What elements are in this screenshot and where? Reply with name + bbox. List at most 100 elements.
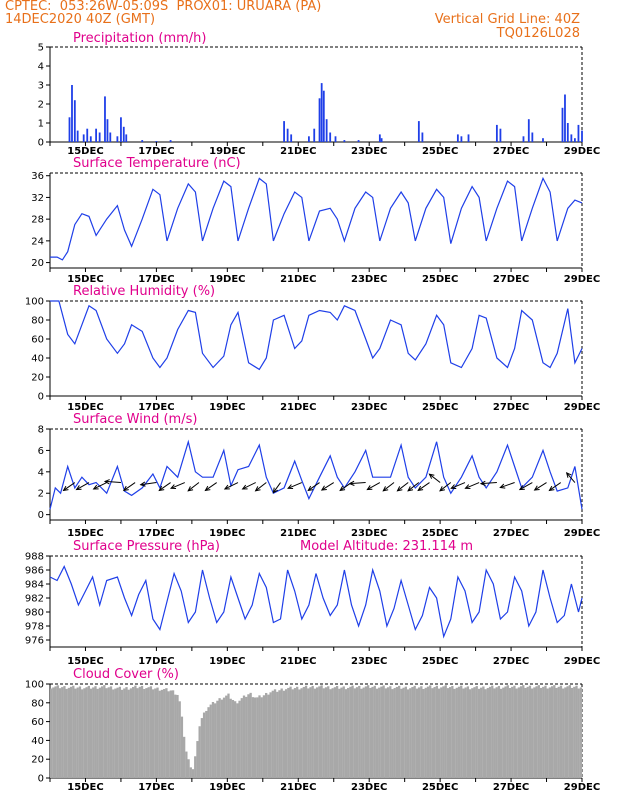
precip-bar [109, 132, 112, 142]
cloud-bar [61, 687, 64, 778]
precip-bar [141, 140, 144, 142]
cloud-bar [468, 689, 472, 778]
cloud-bar [480, 687, 483, 778]
cloud-bar [411, 687, 414, 778]
y-tick-label: 978 [25, 622, 44, 633]
cloud-bar [202, 712, 206, 778]
x-tick-label: 27DEC [493, 782, 529, 793]
cloud-bar [180, 716, 184, 778]
y-tick-label: 0 [38, 774, 44, 785]
cloud-bar [256, 697, 259, 778]
cloud-bar [417, 687, 421, 778]
cloud-bar [389, 686, 392, 778]
cloud-bar [402, 687, 405, 778]
cloud-bar [400, 688, 403, 778]
y-tick-label: 8 [38, 425, 44, 436]
y-tick-label: 980 [25, 608, 44, 619]
cloud-bar [74, 688, 77, 778]
cloud-bar [167, 691, 170, 778]
panel-title: Relative Humidity (%) [73, 284, 215, 299]
panel-4: Surface Wind (m/s) 0 2 4 6 8 15DEC 17DEC 19DEC 21… [38, 412, 601, 539]
cloud-bar [446, 688, 450, 778]
precip-bar [581, 130, 583, 142]
x-tick-label: 17DEC [138, 528, 174, 539]
cloud-bar [557, 686, 560, 778]
cloud-bar [362, 687, 365, 778]
precip-bar [82, 134, 85, 142]
cloud-bar [449, 687, 452, 778]
wind-arrow [396, 482, 409, 492]
cloud-bar [324, 687, 328, 778]
cloud-bar [85, 687, 88, 778]
wind-arrow [348, 480, 366, 486]
cloud-bar [506, 685, 509, 778]
panel-5: Surface Pressure (hPa) Model Altitude: 23… [25, 539, 600, 667]
y-tick-label: 60 [31, 717, 44, 728]
cloud-bar [555, 687, 558, 778]
cloud-bar [174, 694, 177, 778]
cloud-bar [100, 686, 104, 778]
cloud-bar [109, 686, 113, 778]
cloud-bar [183, 736, 186, 778]
cloud-bar [278, 690, 281, 778]
cloud-bar [296, 686, 299, 778]
cloud-bar [302, 686, 305, 778]
precip-bar [531, 132, 534, 142]
cloud-bar [83, 688, 86, 778]
wind-arrow [287, 482, 303, 490]
precip-bar [467, 134, 470, 142]
wind-arrow [103, 479, 121, 485]
cloud-bar [287, 687, 290, 778]
cloud-bar [548, 687, 552, 778]
cloud-bar [138, 686, 141, 778]
cloud-bar [233, 701, 237, 778]
cloud-bar [209, 704, 212, 778]
precip-bar [357, 140, 360, 142]
precip-bar [570, 134, 573, 142]
cloud-bar [205, 710, 208, 778]
cloud-bar [327, 686, 330, 778]
precip-bar [499, 128, 502, 142]
cloud-bar [158, 690, 161, 778]
precip-bar [86, 128, 89, 142]
precip-bar [378, 134, 381, 142]
series-line [49, 565, 583, 639]
cloud-bar [395, 686, 399, 778]
x-tick-label: 17DEC [138, 656, 174, 667]
precip-bar [290, 134, 293, 142]
cloud-bar [457, 686, 461, 778]
cloud-bar [473, 687, 476, 778]
cloud-bar [269, 692, 272, 778]
cloud-bar [331, 688, 334, 778]
precip-bar [343, 140, 346, 142]
cloud-bar [515, 688, 518, 778]
cloud-bar [245, 696, 248, 778]
x-tick-label: 15DEC [67, 782, 103, 793]
cloud-bar [360, 688, 363, 778]
cloud-bar [431, 688, 434, 778]
cloud-bar [358, 685, 361, 778]
y-tick-label: 4 [38, 467, 44, 478]
x-tick-label: 27DEC [493, 528, 529, 539]
cloud-bar [426, 686, 430, 778]
cloud-bar [575, 685, 578, 778]
cloud-bar [460, 685, 463, 778]
wind-arrow [254, 482, 267, 492]
cloud-bar [196, 741, 199, 778]
cloud-bar [293, 688, 297, 778]
y-tick-label: 20 [31, 373, 44, 384]
cloud-bar [369, 687, 372, 778]
y-tick-label: 5 [38, 43, 44, 54]
precip-bar [561, 107, 564, 142]
panel-title: Surface Pressure (hPa) [73, 539, 220, 554]
x-tick-label: 25DEC [422, 402, 458, 413]
cloud-bar [335, 686, 339, 778]
x-tick-label: 23DEC [351, 274, 387, 285]
precip-bar [120, 117, 122, 142]
cloud-bar [351, 685, 354, 778]
panel-title: Cloud Cover (%) [73, 667, 179, 682]
cloud-bar [258, 695, 261, 778]
precip-bar [456, 134, 459, 142]
cloud-bar [267, 694, 270, 778]
x-tick-label: 17DEC [138, 274, 174, 285]
